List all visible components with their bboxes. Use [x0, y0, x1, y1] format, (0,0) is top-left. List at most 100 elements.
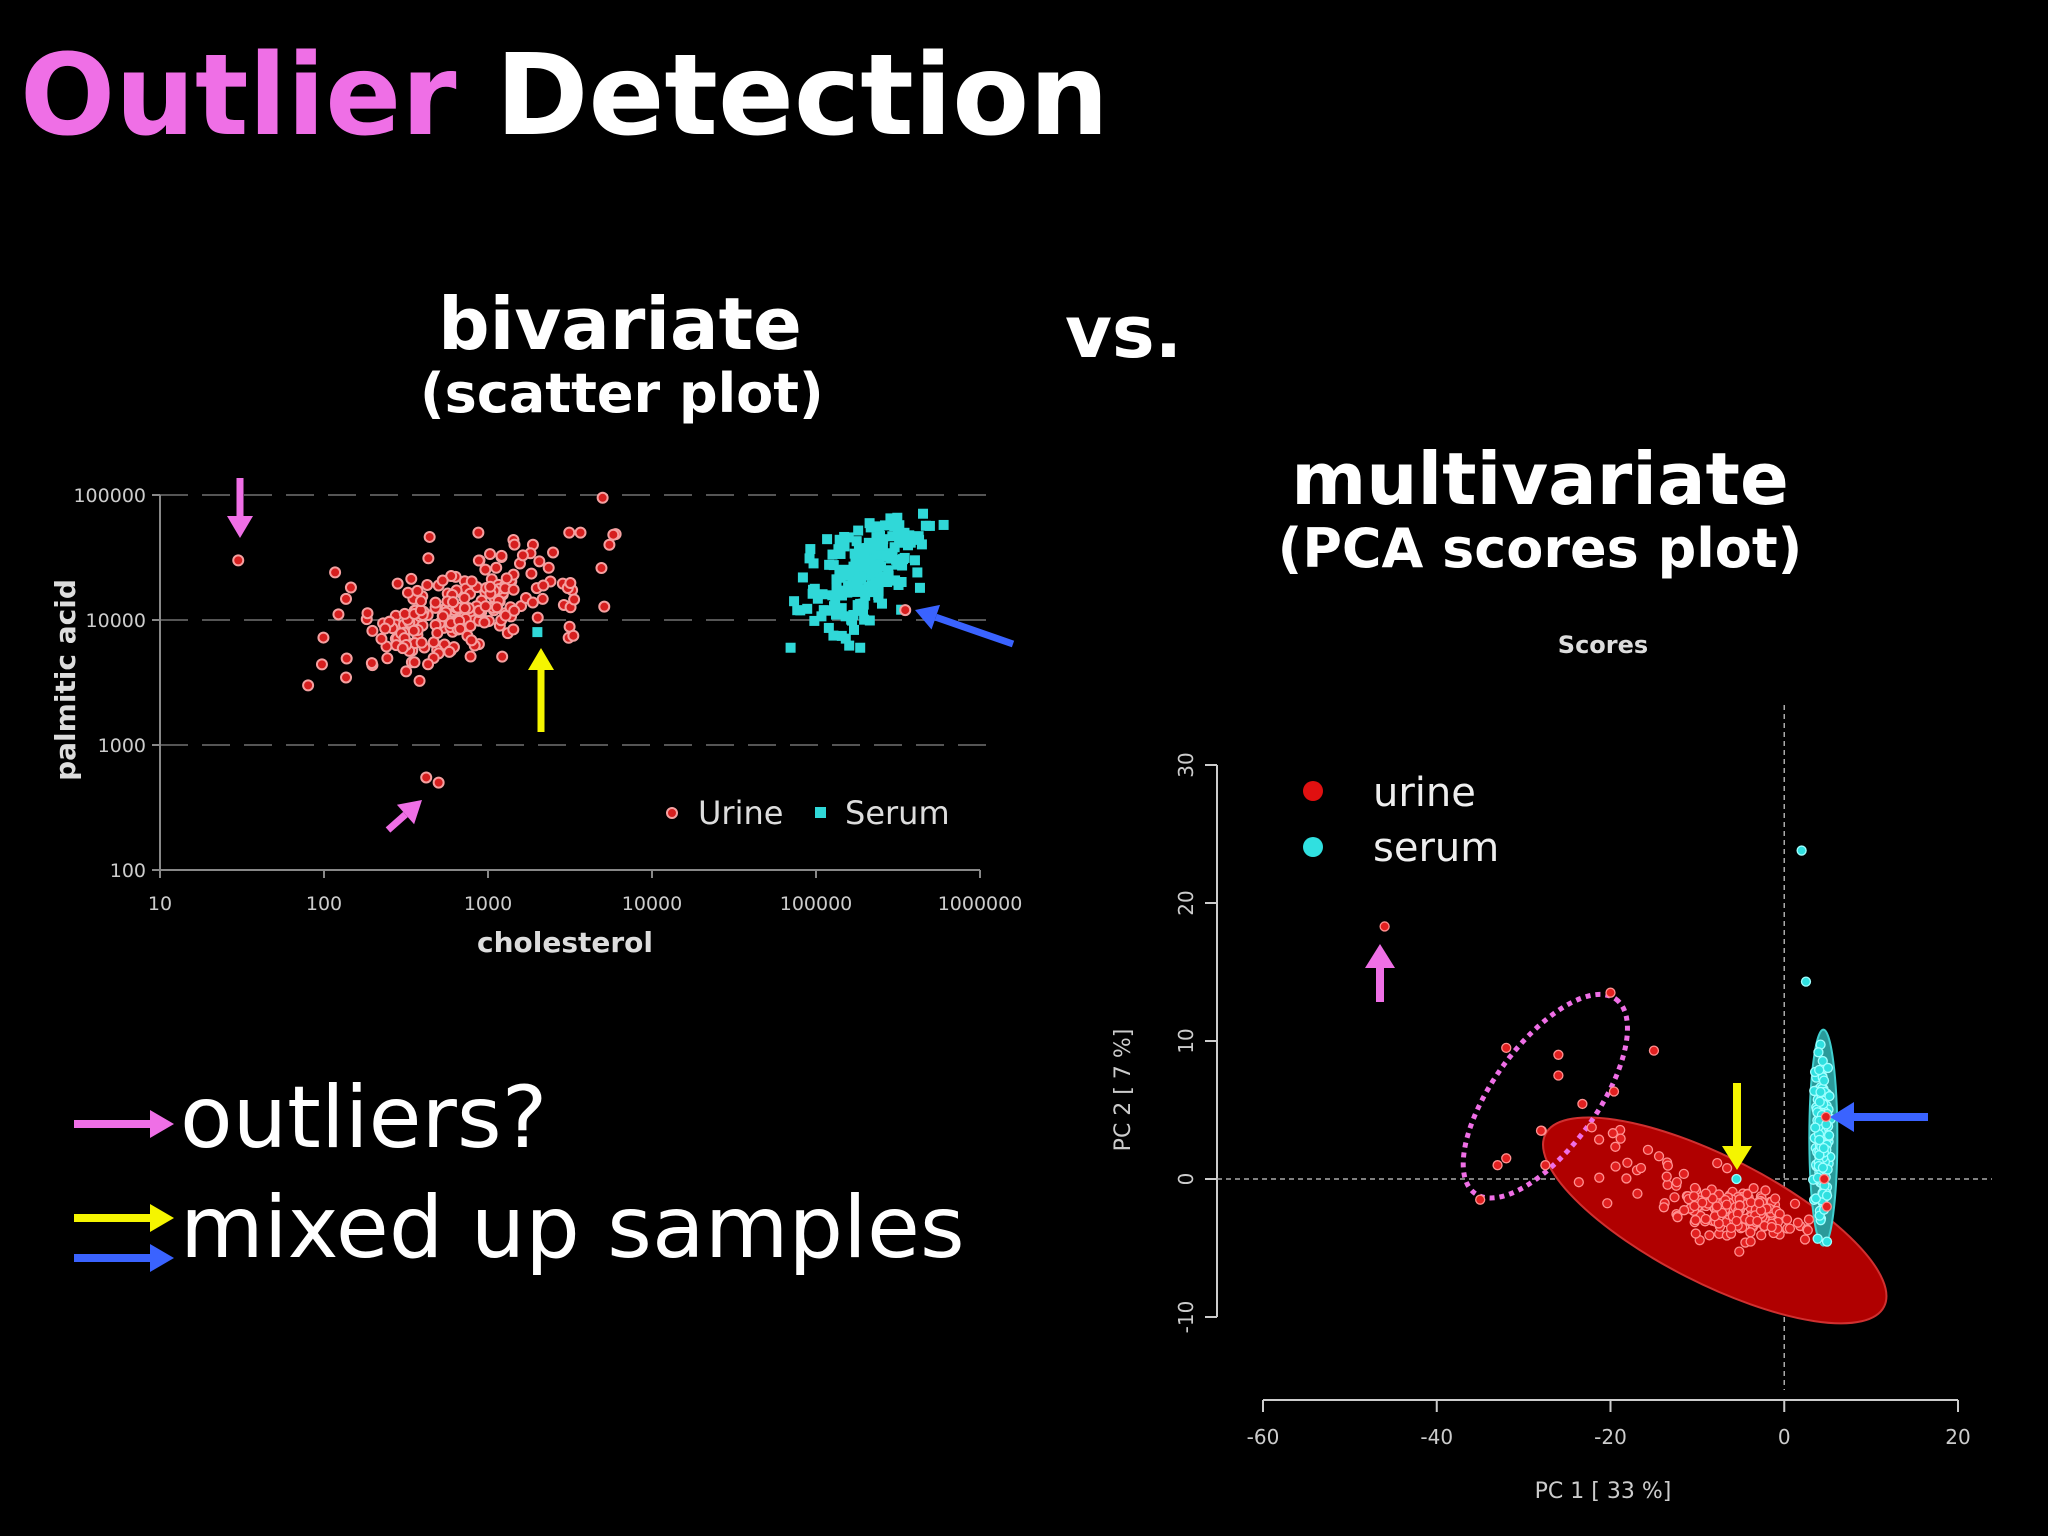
urine-point — [1725, 1222, 1737, 1234]
serum-point — [855, 642, 866, 653]
urine-point — [454, 622, 467, 635]
pink-arrow-icon — [1365, 944, 1395, 1002]
serum-point — [840, 611, 851, 622]
serum-point — [849, 564, 860, 575]
urine-point — [340, 592, 353, 605]
serum-point — [876, 540, 887, 551]
serum-point — [853, 525, 864, 536]
x-axis-label: PC 1 [ 33 %] — [1535, 1479, 1672, 1504]
serum-point — [878, 534, 889, 545]
urine-point — [472, 526, 485, 539]
y-tick-label: 100000 — [73, 485, 146, 507]
slide-title: Outlier Detection — [20, 40, 1109, 152]
urine-point — [1760, 1185, 1771, 1196]
serum-point — [836, 603, 847, 614]
pca-scores-chart: Scores -10 0 10 20 30 -60 -40 -20 0 20 PC 1 [ 33 … — [1111, 631, 1992, 1504]
serum-point — [894, 520, 905, 531]
urine-point — [1711, 1201, 1723, 1212]
serum-point — [1810, 1193, 1822, 1204]
legend-mixed-text: mixed up samples — [180, 1178, 965, 1278]
urine-point — [1821, 1201, 1832, 1212]
legend-serum-label: Serum — [845, 794, 950, 832]
urine-point — [1610, 1161, 1621, 1172]
serum-point — [851, 536, 862, 547]
urine-point — [525, 567, 538, 580]
blue-arrow-icon — [915, 604, 1015, 648]
urine-point — [1662, 1160, 1674, 1171]
urine-point — [432, 776, 445, 789]
serum-point — [859, 546, 870, 557]
serum-point — [890, 575, 901, 586]
urine-point — [1573, 1177, 1584, 1188]
urine-point — [1602, 1198, 1613, 1209]
x-tick-label: -40 — [1420, 1425, 1453, 1449]
urine-point — [1712, 1158, 1723, 1169]
urine-point — [411, 584, 424, 597]
chart1-legend: Urine Serum — [666, 794, 950, 832]
urine-point — [496, 650, 509, 663]
serum-point — [835, 548, 846, 559]
serum-point — [883, 565, 894, 576]
bivariate-heading-block: bivariate (scatter plot) — [420, 284, 824, 423]
urine-point — [415, 636, 428, 649]
urine-point — [490, 561, 503, 574]
title-rest: Detection — [495, 31, 1109, 161]
urine-point — [1819, 1173, 1830, 1185]
urine-point — [436, 610, 449, 623]
serum-point — [844, 566, 855, 577]
serum-point — [785, 642, 796, 653]
title-highlight: Outlier — [20, 31, 457, 161]
serum-point — [874, 521, 885, 532]
serum-point — [848, 609, 859, 620]
urine-point — [607, 528, 620, 541]
serum-point — [864, 615, 875, 626]
urine-point — [1553, 1049, 1564, 1060]
yellow-arrow-icon — [528, 648, 554, 732]
urine-point — [1766, 1221, 1777, 1233]
urine-point — [508, 538, 521, 551]
urine-point — [507, 583, 520, 596]
serum-point — [914, 582, 925, 593]
serum-point — [918, 508, 929, 519]
serum-point — [843, 532, 854, 543]
serum-point — [872, 562, 883, 573]
mixed-legend-row: mixed up samples — [70, 1185, 965, 1274]
serum-point — [938, 519, 949, 530]
urine-point — [1792, 1217, 1804, 1228]
serum-point — [909, 555, 920, 566]
urine-point — [381, 652, 394, 665]
urine-point — [1690, 1214, 1701, 1226]
urine-point — [436, 574, 449, 587]
urine-point — [361, 607, 374, 620]
urine-point — [447, 596, 460, 609]
serum-point — [827, 549, 838, 560]
x-tick-label: 0 — [1778, 1425, 1791, 1449]
y-tick-label: 20 — [1174, 890, 1198, 915]
x-tick-label: 100000 — [780, 893, 853, 915]
legend-serum-marker — [1303, 837, 1323, 857]
urine-point — [495, 549, 508, 562]
x-tick-label: 10000 — [622, 893, 682, 915]
urine-point — [568, 593, 581, 606]
urine-point — [479, 563, 492, 576]
serum-point — [828, 630, 839, 641]
serum-point — [802, 603, 813, 614]
yellow-blue-arrows-icon — [74, 1203, 174, 1272]
serum-point — [897, 560, 908, 571]
urine-point — [1789, 1198, 1801, 1209]
urine-point — [366, 624, 379, 637]
serum-point — [839, 541, 850, 552]
serum-point — [884, 575, 895, 586]
serum-point — [823, 622, 834, 633]
urine-point — [564, 577, 577, 590]
x-tick-label: 10 — [148, 893, 172, 915]
urine-point — [420, 771, 433, 784]
serum-point — [808, 584, 819, 595]
urine-point — [547, 546, 560, 559]
urine-point — [1690, 1228, 1701, 1239]
urine-point — [431, 627, 444, 640]
urine-point — [1648, 1045, 1660, 1056]
serum-point — [913, 531, 924, 542]
urine-point — [567, 629, 580, 642]
